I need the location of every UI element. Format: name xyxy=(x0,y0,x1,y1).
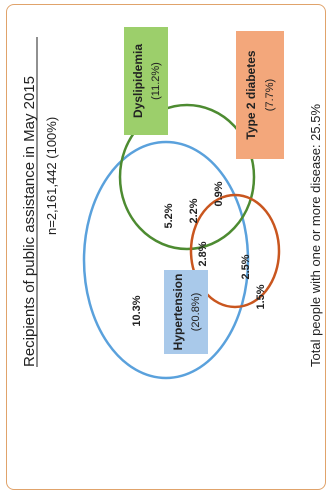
sample-size: n=2,161,442 (100%) xyxy=(44,117,59,235)
hypertension-value: (20.8%) xyxy=(190,293,202,332)
region-dys-dia: 0.9% xyxy=(213,181,225,206)
region-hypertension-only: 10.3% xyxy=(131,295,143,326)
region-diabetes-only: 1.5% xyxy=(255,284,267,309)
hypertension-label-box xyxy=(164,270,208,354)
diabetes-name: Type 2 diabetes xyxy=(244,50,258,139)
diabetes-label-box xyxy=(236,31,284,159)
region-hyp-dia: 2.5% xyxy=(240,254,252,279)
total-footnote: Total people with one or more disease: 2… xyxy=(308,104,323,367)
diabetes-circle xyxy=(189,193,281,309)
dyslipidemia-value: (11.2%) xyxy=(150,62,162,100)
hypertension-name: Hypertension xyxy=(171,274,185,351)
dyslipidemia-circle xyxy=(118,103,256,251)
diagram-title: Recipients of public assistance in May 2… xyxy=(21,76,38,367)
region-dyslipidemia-only: 2.2% xyxy=(188,198,200,223)
diabetes-value: (7.7%) xyxy=(264,79,276,111)
dyslipidemia-label-box xyxy=(124,27,168,135)
dyslipidemia-name: Dyslipidemia xyxy=(131,44,145,118)
region-all-three: 2.8% xyxy=(197,241,209,266)
region-hyp-dys: 5.2% xyxy=(163,203,175,228)
hypertension-circle xyxy=(82,140,250,380)
